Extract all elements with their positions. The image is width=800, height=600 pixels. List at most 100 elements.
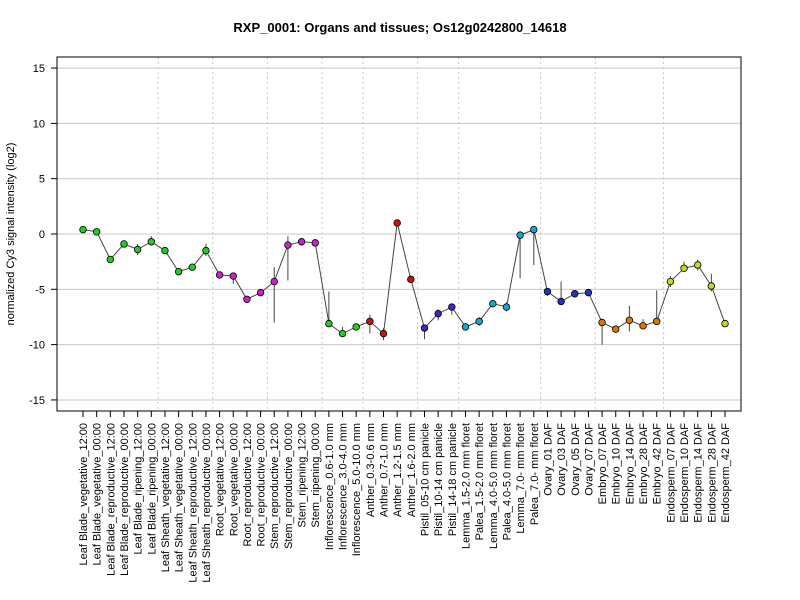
data-point: [243, 295, 251, 303]
x-tick-label: Embryo_07 DAF: [597, 423, 609, 505]
x-tick-label: Leaf Blade_ripening_00:00: [146, 423, 158, 555]
x-tick-label: Leaf Blade_reproductive_00:00: [119, 423, 131, 576]
error-bars: [82, 220, 726, 345]
data-point: [284, 241, 292, 249]
data-point: [215, 271, 224, 279]
data-point: [721, 319, 729, 328]
y-tick-label: 0: [39, 229, 45, 241]
y-tick-label: -10: [29, 340, 45, 352]
data-point: [174, 267, 183, 276]
x-tick-label: Embryo_42 DAF: [652, 423, 664, 505]
x-tick-label: Lemma_7.0- mm floret: [515, 423, 527, 534]
x-tick-label: Endosperm_14 DAF: [693, 423, 705, 523]
data-point: [653, 317, 661, 326]
data-point: [612, 325, 620, 333]
group-separator-lines: [157, 57, 665, 411]
data-point: [420, 324, 429, 332]
x-tick-label: Stem_ripening_00:00: [310, 423, 322, 528]
x-tick-label: Lemma_1.5-2.0 mm floret: [460, 423, 472, 549]
x-tick-label: Inflorescence_0.6-1.0 mm: [324, 423, 336, 550]
data-points: [79, 219, 729, 338]
data-point: [598, 318, 606, 327]
data-point: [256, 288, 265, 297]
data-point: [202, 246, 210, 255]
x-tick-label: Embryo_28 DAF: [638, 423, 650, 505]
data-point: [475, 317, 483, 326]
x-tick-label: Endosperm_07 DAF: [665, 423, 677, 523]
data-point: [352, 323, 360, 331]
data-point: [489, 299, 497, 308]
x-tick-label: Leaf Sheath_vegetative_12:00: [160, 423, 172, 572]
data-point: [297, 238, 306, 246]
data-point: [694, 261, 702, 269]
data-point: [666, 277, 675, 286]
data-point: [366, 317, 374, 326]
x-tick-label: Embryo_14 DAF: [624, 423, 636, 505]
x-tick-label: Palea_7.0- mm floret: [529, 423, 541, 525]
y-tick-label: 15: [33, 63, 45, 75]
data-point: [393, 219, 401, 227]
data-point: [311, 239, 319, 247]
data-point: [106, 255, 115, 264]
data-point: [325, 319, 333, 328]
y-tick-label: 5: [39, 174, 45, 186]
data-point: [147, 238, 155, 246]
data-point: [516, 231, 524, 239]
chart-title: RXP_0001: Organs and tissues; Os12g02428…: [233, 20, 567, 35]
x-tick-label: Anther_1.6-2.0 mm: [406, 423, 418, 517]
data-point: [543, 287, 552, 296]
data-point: [557, 297, 565, 306]
x-tick-label: Ovary_07 DAF: [583, 423, 595, 496]
data-point: [229, 272, 237, 280]
x-tick-label: Leaf Sheath_reproductive_00:00: [201, 423, 213, 583]
data-point: [133, 245, 142, 254]
data-point: [639, 322, 647, 330]
y-axis: -15 -10 -5 0 5 10 15: [29, 63, 57, 407]
x-tick-label: Leaf Blade_vegetative_00:00: [92, 423, 104, 566]
x-tick-label: Stem_ripening_12:00: [297, 423, 309, 528]
data-point: [502, 303, 511, 311]
x-tick-label: Pistil_05-10 cm panicle: [420, 423, 432, 536]
data-point: [120, 240, 128, 248]
x-tick-label: Anther_0.7-1.0 mm: [379, 423, 391, 517]
x-tick-label: Endosperm_28 DAF: [706, 423, 718, 523]
x-tick-label: Inflorescence_3.0-4.0 mm: [338, 423, 350, 550]
y-axis-label: normalized Cy3 signal intensity (log2): [5, 143, 17, 326]
x-tick-label: Lemma_4.0-5.0 mm floret: [488, 423, 500, 549]
data-point: [407, 275, 415, 284]
data-point: [434, 309, 442, 318]
data-point: [161, 246, 169, 255]
x-tick-label: Palea_1.5-2.0 mm floret: [474, 423, 486, 540]
horizontal-gridlines: [57, 67, 741, 401]
y-tick-label: 10: [33, 118, 45, 130]
data-point: [530, 225, 538, 234]
x-tick-label: Anther_1.2-1.5 mm: [392, 423, 404, 517]
data-point: [707, 282, 716, 290]
x-tick-label: Ovary_05 DAF: [570, 423, 582, 496]
data-point: [79, 225, 87, 234]
x-tick-label: Stem_reproductive_12:00: [269, 423, 281, 549]
x-tick-label: Leaf Blade_vegetative_12:00: [78, 423, 90, 566]
x-tick-label: Stem_reproductive_00:00: [283, 423, 295, 549]
x-tick-label: Leaf Sheath_vegetative_00:00: [174, 423, 186, 572]
x-tick-label: Anther_0.3-0.6 mm: [365, 423, 377, 517]
x-tick-label: Endosperm_42 DAF: [720, 423, 732, 523]
data-point: [584, 288, 593, 297]
x-tick-label: Ovary_01 DAF: [542, 423, 554, 496]
x-tick-label: Inflorescence_5.0-10.0 mm: [351, 423, 363, 556]
x-tick-label: Pistil_14-18 cm panicle: [447, 423, 459, 536]
data-point: [448, 303, 456, 311]
x-tick-label: Root_vegetative_00:00: [228, 423, 240, 536]
x-tick-label: Root_reproductive_12:00: [242, 423, 254, 547]
x-tick-label: Root_reproductive_00:00: [256, 423, 268, 547]
data-point: [188, 263, 196, 271]
data-point: [270, 277, 278, 286]
x-tick-label: Root_vegetative_12:00: [215, 423, 227, 536]
data-point: [461, 323, 470, 331]
x-tick-label: Leaf Blade_reproductive_12:00: [105, 423, 117, 576]
data-point: [92, 228, 101, 236]
x-tick-label: Endosperm_10 DAF: [679, 423, 691, 523]
x-tick-label: Leaf Sheath_reproductive_12:00: [187, 423, 199, 583]
x-tick-label: Pistil_10-14 cm panicle: [433, 423, 445, 536]
